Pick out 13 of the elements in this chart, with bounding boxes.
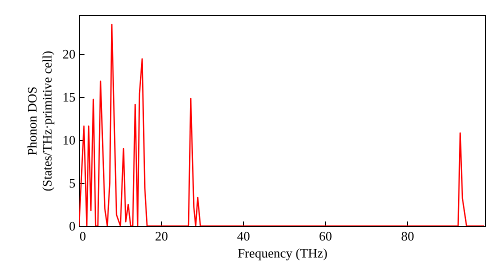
x-axis-title: Frequency (THz) <box>238 246 328 260</box>
y-tick-label: 5 <box>69 175 76 190</box>
y-tick-label: 0 <box>69 218 76 234</box>
x-tick-label: 60 <box>319 228 332 244</box>
y-axis-title: Phonon DOS (States/THz·primitive cell) <box>24 50 54 192</box>
line-series <box>79 24 485 226</box>
x-tick-label: 0 <box>80 228 86 244</box>
x-tick-label: 20 <box>155 228 168 244</box>
y-tick-label: 15 <box>62 89 76 104</box>
x-tick-label: 80 <box>401 228 414 244</box>
x-tick-label: 40 <box>237 228 250 244</box>
y-tick-label: 20 <box>62 46 76 62</box>
y-tick-label: 10 <box>62 132 76 148</box>
